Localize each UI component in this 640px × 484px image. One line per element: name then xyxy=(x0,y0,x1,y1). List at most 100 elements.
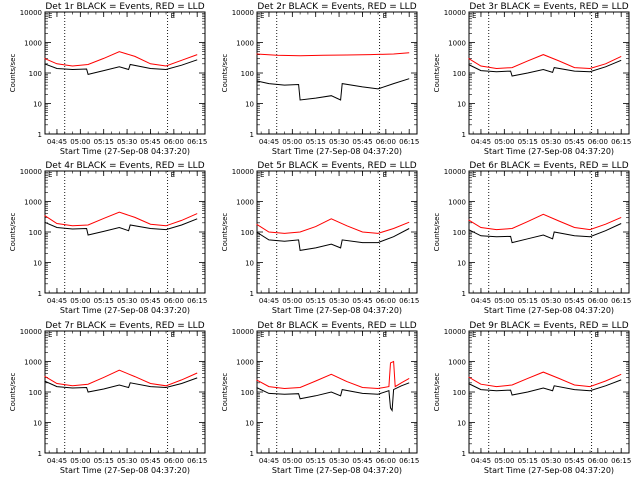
x-tick-label: 06:00 xyxy=(376,457,396,465)
y-axis-label: Counts/sec xyxy=(9,54,17,93)
plot-frame xyxy=(256,11,418,135)
y-tick-label: 100 xyxy=(29,389,42,397)
x-tick-label: 06:00 xyxy=(376,138,396,146)
e-marker-label: E xyxy=(595,12,599,20)
lld-series-line xyxy=(256,52,410,57)
x-tick-label: 05:15 xyxy=(306,457,326,465)
x-tick-label: 06:00 xyxy=(164,297,184,305)
x-tick-label: 05:30 xyxy=(117,297,137,305)
y-tick-label: 1 xyxy=(462,450,466,458)
x-axis-label: Start Time (27-Sep-08 04:37:20) xyxy=(272,147,402,156)
detector-panel: Det 4r BLACK = Events, RED = LLD 1 10 100 10… xyxy=(9,161,207,315)
lld-series-line xyxy=(468,213,622,231)
y-tick-label: 10000 xyxy=(232,328,254,336)
e-marker-label: E xyxy=(48,12,52,20)
y-tick-label: 100 xyxy=(241,70,254,78)
x-tick-label: 05:15 xyxy=(306,138,326,146)
y-tick-label: 100 xyxy=(453,389,466,397)
x-axis-label: Start Time (27-Sep-08 04:37:20) xyxy=(60,466,190,475)
y-tick-label: 10 xyxy=(33,420,42,428)
x-tick-label: 05:45 xyxy=(352,297,372,305)
y-tick-label: 1 xyxy=(250,290,254,298)
y-axis-label: Counts/sec xyxy=(9,213,17,252)
x-tick-label: 05:45 xyxy=(140,297,160,305)
y-axis-label: Counts/sec xyxy=(9,373,17,412)
y-axis-label: Counts/sec xyxy=(433,373,441,412)
y-tick-label: 100 xyxy=(241,229,254,237)
x-tick-label: 04:45 xyxy=(259,297,279,305)
events-series-line xyxy=(256,78,410,101)
events-series-line xyxy=(468,59,622,77)
x-tick-label: 05:15 xyxy=(306,297,326,305)
plot-frame xyxy=(468,11,630,135)
detector-panel: Det 2r BLACK = Events, RED = LLD 1 10 100 10… xyxy=(221,2,419,156)
y-tick-label: 100 xyxy=(453,229,466,237)
panel-title: Det 9r BLACK = Events, RED = LLD xyxy=(469,321,628,331)
y-tick-label: 10 xyxy=(33,260,42,268)
panel-title: Det 2r BLACK = Events, RED = LLD xyxy=(257,2,416,12)
y-tick-label: 1000 xyxy=(24,359,42,367)
x-tick-label: 05:45 xyxy=(352,138,372,146)
x-tick-label: 04:45 xyxy=(47,297,67,305)
panel-title: Det 3r BLACK = Events, RED = LLD xyxy=(469,2,628,12)
lld-series-line xyxy=(256,218,410,234)
x-tick-label: 05:00 xyxy=(70,297,90,305)
x-axis-label: Start Time (27-Sep-08 04:37:20) xyxy=(272,466,402,475)
x-tick-label: 06:15 xyxy=(187,138,207,146)
y-tick-label: 1000 xyxy=(448,199,466,207)
plot-frame xyxy=(256,170,418,294)
x-tick-label: 06:15 xyxy=(187,297,207,305)
events-series-line xyxy=(468,379,622,396)
y-tick-label: 10 xyxy=(457,101,466,109)
x-tick-label: 05:15 xyxy=(94,138,114,146)
panel-title: Det 8r BLACK = Events, RED = LLD xyxy=(257,321,416,331)
events-series-line xyxy=(44,59,198,76)
detector-panel: Det 1r BLACK = Events, RED = LLD 1 10 100 10… xyxy=(9,2,207,156)
e-marker-label: E xyxy=(260,171,264,179)
x-axis-label: Start Time (27-Sep-08 04:37:20) xyxy=(484,466,614,475)
y-axis-label: Counts/sec xyxy=(433,54,441,93)
y-tick-label: 10 xyxy=(245,101,254,109)
x-tick-label: 05:15 xyxy=(518,297,538,305)
x-tick-label: 05:15 xyxy=(94,457,114,465)
x-axis-label: Start Time (27-Sep-08 04:37:20) xyxy=(272,306,402,315)
e-marker-label: E xyxy=(48,331,52,339)
y-tick-label: 1000 xyxy=(448,359,466,367)
y-tick-label: 10 xyxy=(245,260,254,268)
e-marker-label: E xyxy=(171,171,175,179)
e-marker-label: E xyxy=(260,331,264,339)
x-tick-label: 06:00 xyxy=(588,457,608,465)
x-axis-label: Start Time (27-Sep-08 04:37:20) xyxy=(484,306,614,315)
x-tick-label: 05:30 xyxy=(541,457,561,465)
x-tick-label: 06:15 xyxy=(399,457,419,465)
y-tick-label: 100 xyxy=(29,70,42,78)
e-marker-label: E xyxy=(260,12,264,20)
x-tick-label: 06:15 xyxy=(611,138,631,146)
panel-title: Det 4r BLACK = Events, RED = LLD xyxy=(45,161,204,171)
x-tick-label: 05:45 xyxy=(564,457,584,465)
events-series-line xyxy=(44,377,198,393)
detector-panel: Det 6r BLACK = Events, RED = LLD 1 10 100 10… xyxy=(433,161,631,315)
x-axis-label: Start Time (27-Sep-08 04:37:20) xyxy=(60,306,190,315)
x-tick-label: 05:45 xyxy=(564,138,584,146)
e-marker-label: E xyxy=(171,331,175,339)
x-axis-label: Start Time (27-Sep-08 04:37:20) xyxy=(60,147,190,156)
e-marker-label: E xyxy=(595,171,599,179)
x-tick-label: 05:00 xyxy=(282,457,302,465)
lld-series-line xyxy=(44,369,198,387)
y-tick-label: 10 xyxy=(245,420,254,428)
x-tick-label: 06:00 xyxy=(588,138,608,146)
plot-frame xyxy=(468,330,630,454)
y-axis-label: Counts/sec xyxy=(221,54,229,93)
e-marker-label: E xyxy=(171,12,175,20)
x-tick-label: 04:45 xyxy=(259,138,279,146)
y-tick-label: 1000 xyxy=(236,40,254,48)
y-tick-label: 100 xyxy=(241,389,254,397)
detector-panel: Det 9r BLACK = Events, RED = LLD 1 10 100 10… xyxy=(433,321,631,475)
e-marker-label: E xyxy=(472,331,476,339)
events-series-line xyxy=(468,223,622,244)
x-tick-label: 05:00 xyxy=(494,297,514,305)
x-tick-label: 05:30 xyxy=(329,138,349,146)
y-tick-label: 10000 xyxy=(444,328,466,336)
